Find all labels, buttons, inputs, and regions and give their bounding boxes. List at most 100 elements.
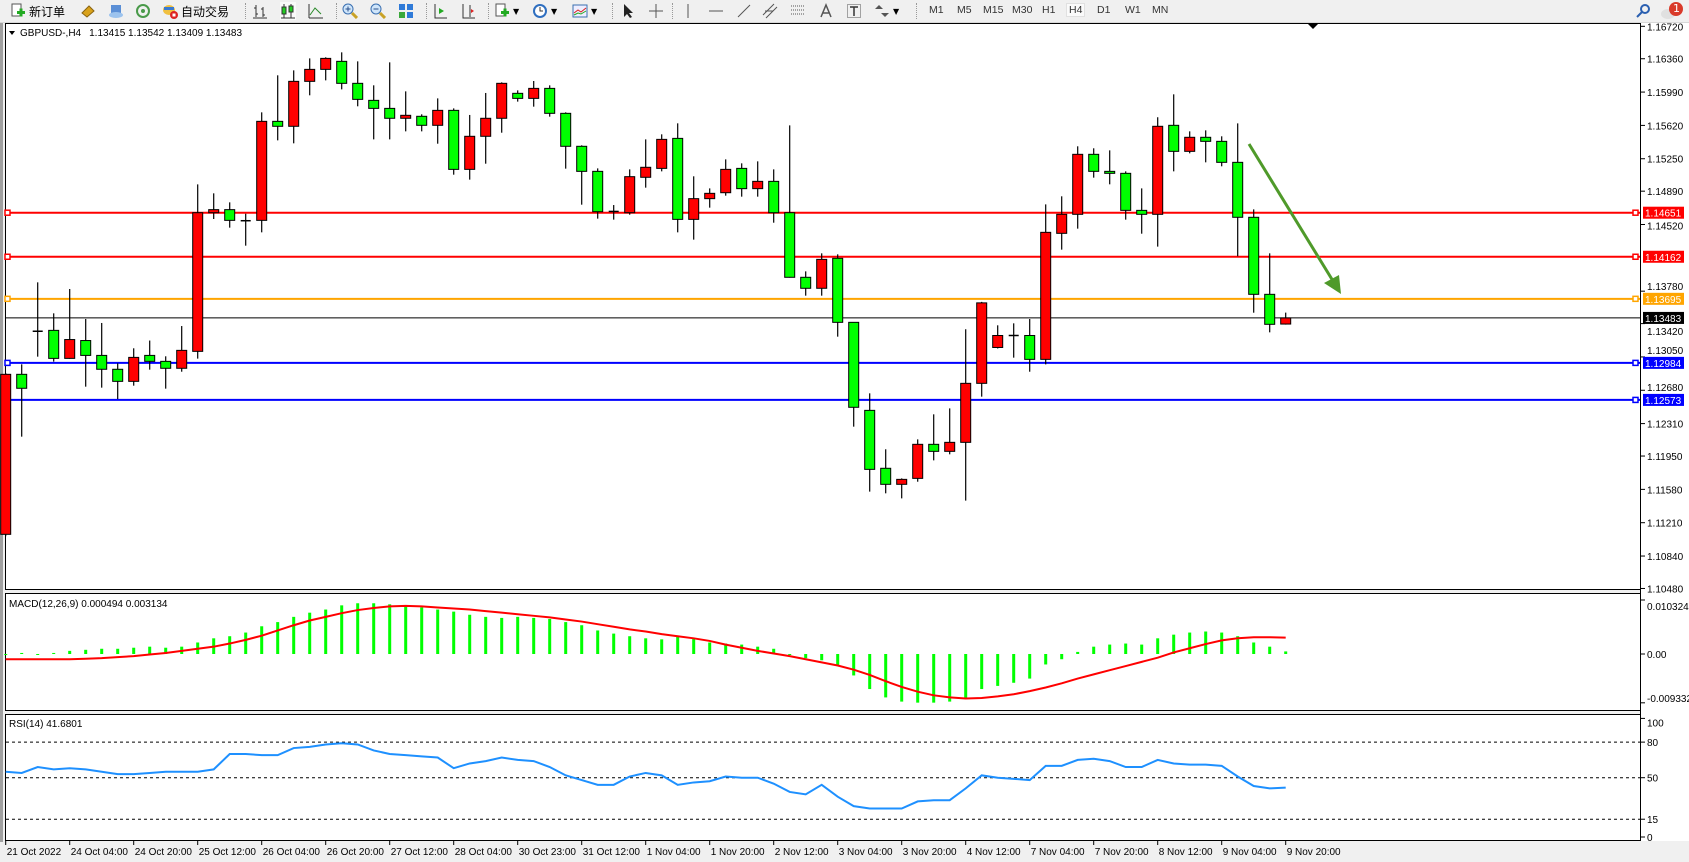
line-handle-left[interactable] bbox=[4, 295, 11, 303]
candle[interactable] bbox=[160, 356, 172, 389]
candle[interactable] bbox=[1280, 312, 1292, 325]
candle[interactable] bbox=[416, 114, 428, 132]
vertical-line-button[interactable] bbox=[680, 2, 696, 20]
line-handle-right[interactable] bbox=[1632, 359, 1639, 367]
candle[interactable] bbox=[800, 271, 812, 296]
search-button[interactable] bbox=[1635, 2, 1651, 20]
candle[interactable] bbox=[624, 169, 636, 215]
candle[interactable] bbox=[352, 61, 364, 107]
timeframe-m5[interactable]: M5 bbox=[957, 4, 972, 16]
auto-trading-button[interactable]: 自动交易 bbox=[162, 2, 229, 20]
horizontal-line-button[interactable] bbox=[708, 2, 724, 20]
candle[interactable] bbox=[544, 85, 556, 117]
candle[interactable] bbox=[1184, 131, 1196, 154]
cursor-button[interactable] bbox=[620, 2, 636, 20]
zoom-in-button[interactable] bbox=[342, 2, 359, 20]
candle[interactable] bbox=[448, 108, 460, 175]
line-handle-right[interactable] bbox=[1632, 209, 1639, 216]
candle[interactable] bbox=[496, 82, 508, 133]
main-price-panel[interactable] bbox=[5, 23, 1641, 590]
history-button[interactable] bbox=[80, 2, 96, 20]
zoom-out-button[interactable] bbox=[370, 2, 387, 20]
candle[interactable] bbox=[256, 112, 268, 233]
timeframe-m30[interactable]: M30 bbox=[1012, 4, 1033, 16]
line-handle-right[interactable] bbox=[1632, 396, 1639, 404]
candle[interactable] bbox=[576, 145, 588, 205]
candlestick-button[interactable] bbox=[280, 2, 296, 20]
candle[interactable] bbox=[1200, 130, 1212, 163]
candle[interactable] bbox=[432, 98, 444, 144]
candle[interactable] bbox=[1264, 253, 1276, 333]
candle[interactable] bbox=[304, 58, 316, 96]
candle[interactable] bbox=[944, 408, 956, 455]
timeframe-h4[interactable]: H4 bbox=[1066, 3, 1086, 17]
candle[interactable] bbox=[1248, 209, 1260, 313]
candle[interactable] bbox=[1232, 123, 1244, 257]
candle[interactable] bbox=[96, 322, 108, 388]
notification-button[interactable]: 1 bbox=[1660, 1, 1686, 24]
chart-shift-marker[interactable] bbox=[1308, 24, 1318, 29]
candle[interactable] bbox=[560, 112, 572, 169]
candle[interactable] bbox=[704, 188, 716, 208]
candle[interactable] bbox=[992, 325, 1004, 349]
candle[interactable] bbox=[960, 329, 972, 501]
trend-arrow-line[interactable] bbox=[1247, 143, 1335, 282]
timeframe-m15[interactable]: M15 bbox=[983, 4, 1004, 16]
timeframe-h1[interactable]: H1 bbox=[1042, 4, 1056, 16]
market-watch-button[interactable] bbox=[108, 2, 124, 20]
candle[interactable] bbox=[400, 91, 412, 132]
text-button[interactable] bbox=[818, 2, 834, 20]
candle[interactable] bbox=[144, 340, 156, 370]
candle[interactable] bbox=[1168, 94, 1180, 172]
candle[interactable] bbox=[976, 301, 988, 397]
timeframe-m1[interactable]: M1 bbox=[929, 4, 944, 16]
candle[interactable] bbox=[1024, 319, 1036, 372]
candle[interactable] bbox=[1104, 150, 1116, 185]
candle[interactable] bbox=[816, 253, 828, 296]
candle[interactable] bbox=[1088, 148, 1100, 178]
auto-scroll-button[interactable] bbox=[432, 2, 448, 20]
candle[interactable] bbox=[0, 373, 12, 537]
indicators-button[interactable]: ▼ bbox=[494, 2, 519, 20]
candle[interactable] bbox=[240, 213, 251, 246]
candle[interactable] bbox=[720, 159, 732, 196]
candle[interactable] bbox=[768, 169, 780, 223]
crosshair-button[interactable] bbox=[648, 2, 664, 20]
candle[interactable] bbox=[1136, 188, 1148, 234]
candle[interactable] bbox=[512, 90, 524, 102]
arrows-button[interactable]: ▼ bbox=[874, 2, 899, 20]
candle[interactable] bbox=[1152, 117, 1164, 247]
candle[interactable] bbox=[528, 80, 540, 107]
candle[interactable] bbox=[896, 478, 908, 499]
candle[interactable] bbox=[176, 326, 188, 372]
candle[interactable] bbox=[752, 161, 764, 197]
candle[interactable] bbox=[928, 414, 940, 461]
timeframe-d1[interactable]: D1 bbox=[1097, 4, 1111, 16]
line-handle-left[interactable] bbox=[4, 359, 11, 367]
candle[interactable] bbox=[272, 75, 284, 141]
new-order-button[interactable]: 新订单 bbox=[10, 2, 65, 20]
candle[interactable] bbox=[32, 282, 43, 357]
candle[interactable] bbox=[784, 125, 796, 278]
candle[interactable] bbox=[64, 289, 76, 359]
candle[interactable] bbox=[640, 139, 652, 188]
candle[interactable] bbox=[1072, 146, 1084, 229]
candle[interactable] bbox=[1216, 136, 1228, 167]
candle[interactable] bbox=[16, 364, 28, 437]
timeframe-mn[interactable]: MN bbox=[1152, 4, 1169, 16]
candle[interactable] bbox=[592, 168, 604, 219]
candle[interactable] bbox=[128, 348, 140, 386]
candle[interactable] bbox=[336, 52, 348, 90]
macd-panel[interactable] bbox=[5, 593, 1641, 711]
candle[interactable] bbox=[80, 319, 92, 387]
signals-button[interactable] bbox=[135, 2, 151, 20]
bar-chart-button[interactable] bbox=[252, 2, 268, 20]
candle[interactable] bbox=[288, 70, 300, 144]
line-handle-left[interactable] bbox=[4, 253, 11, 261]
candle[interactable] bbox=[208, 193, 220, 220]
timeframe-w1[interactable]: W1 bbox=[1125, 4, 1141, 16]
templates-button[interactable]: ▼ bbox=[572, 2, 597, 20]
line-handle-right[interactable] bbox=[1632, 253, 1639, 261]
candle[interactable] bbox=[864, 393, 876, 492]
candle[interactable] bbox=[848, 321, 860, 427]
